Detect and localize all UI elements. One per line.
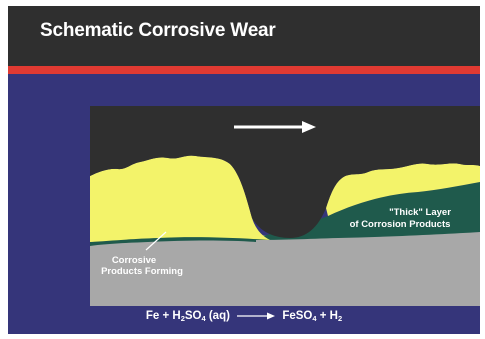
equation-product-sub-2: 2 <box>337 314 343 323</box>
corrosive-wear-diagram: "Thick" Layer of Corrosion Products Corr… <box>90 106 480 306</box>
forming-label-pointer <box>145 231 167 251</box>
thick-layer-label-line1: "Thick" Layer <box>389 207 451 218</box>
metal-substrate <box>90 232 480 306</box>
slide: Schematic Corrosive Wear "Thick" Layer o… <box>8 6 480 334</box>
equation-so: SO <box>184 310 202 322</box>
equation-sub-4: 4 <box>201 314 206 323</box>
right-arrow-icon <box>234 121 316 133</box>
reaction-equation: Fe + H2SO4 (aq) FeSO4 + H2 <box>8 310 480 323</box>
equation-reactant-fe: Fe + H <box>145 310 181 322</box>
forming-corrosion-product-right <box>326 163 480 216</box>
slide-title: Schematic Corrosive Wear <box>40 20 276 41</box>
forming-label-line1: Corrosive <box>112 255 156 266</box>
equation-plus-h: + H <box>316 310 338 322</box>
right-arrow-icon <box>237 312 276 320</box>
forming-label-line2: Products Forming <box>101 266 183 277</box>
equation-product-sub-4: 4 <box>312 314 317 323</box>
title-band <box>8 6 480 66</box>
equation-aq: (aq) <box>205 310 230 322</box>
sliding-counterface <box>90 106 480 238</box>
equation-sub-2: 2 <box>180 314 185 323</box>
forming-corrosion-product-left <box>90 155 270 242</box>
accent-bar <box>8 66 480 74</box>
equation-product-feso: FeSO <box>282 310 313 322</box>
thick-layer-label-line2: of Corrosion Products <box>350 219 451 230</box>
substrate-bottom-edge <box>90 298 480 306</box>
